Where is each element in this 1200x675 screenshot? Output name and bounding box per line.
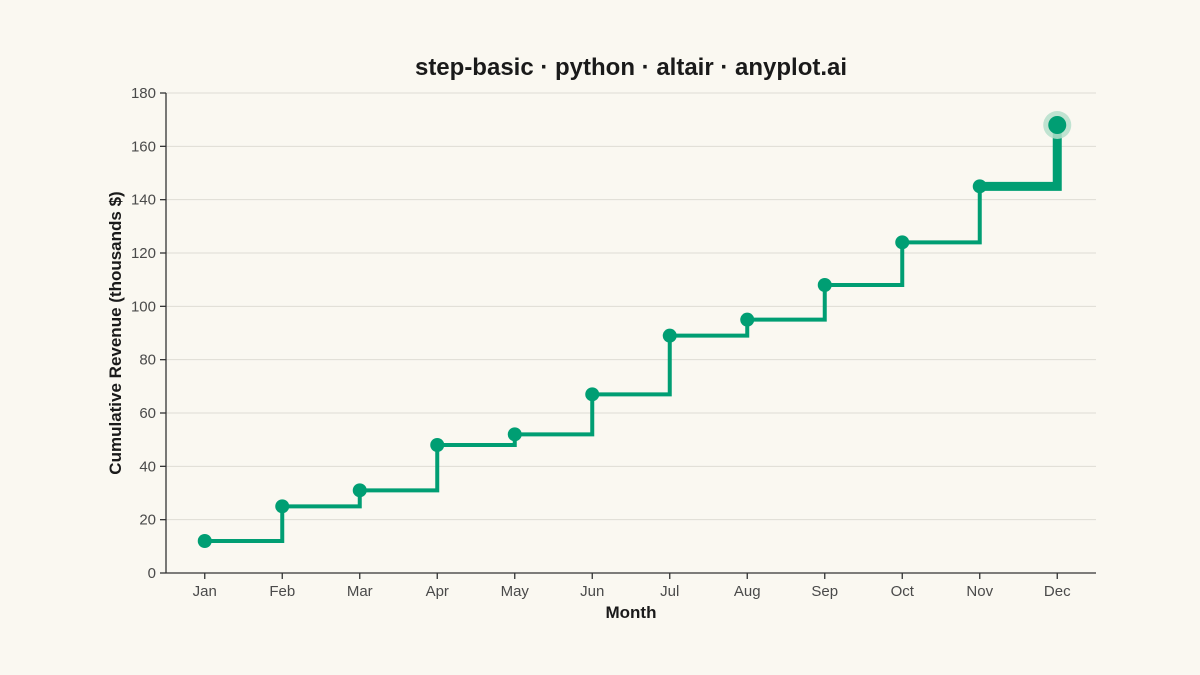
x-tick-label: Feb	[269, 583, 295, 600]
chart-title: step-basic · python · altair · anyplot.a…	[415, 54, 847, 81]
y-tick-label: 60	[139, 405, 156, 422]
data-point-dec	[1048, 116, 1067, 134]
data-point-jan	[197, 534, 212, 548]
x-tick-label: Mar	[347, 583, 373, 600]
x-tick-label: Dec	[1044, 583, 1071, 600]
series-cumulative-revenue	[197, 111, 1072, 548]
x-tick-label: Nov	[966, 583, 993, 600]
y-axis-title: Cumulative Revenue (thousands $)	[106, 191, 125, 474]
data-point-jul	[662, 328, 677, 343]
y-tick-label: 120	[131, 245, 156, 262]
x-axis-ticks: Jan Feb Mar Apr May Jun Jul Aug Sep Oct Nov Dec	[193, 573, 1071, 600]
y-tick-label: 180	[131, 85, 156, 102]
y-tick-label: 0	[148, 565, 156, 582]
x-tick-label: Sep	[811, 583, 838, 600]
data-point-jun	[585, 387, 600, 402]
y-tick-label: 80	[139, 352, 156, 369]
data-point-nov	[972, 179, 987, 194]
x-tick-label: Oct	[891, 583, 915, 600]
gridlines	[166, 92, 1096, 521]
x-tick-label: Jan	[193, 583, 217, 600]
x-tick-label: May	[501, 583, 530, 600]
data-point-feb	[275, 499, 290, 514]
y-tick-label: 20	[139, 512, 156, 529]
data-point-aug	[740, 312, 755, 327]
data-point-may	[507, 427, 522, 442]
y-tick-label: 40	[139, 458, 156, 475]
step-line-final-segment	[979, 125, 1062, 191]
x-tick-label: Jul	[660, 583, 679, 600]
y-tick-label: 100	[131, 298, 156, 315]
x-tick-label: Aug	[734, 583, 761, 600]
y-tick-label: 140	[131, 192, 156, 209]
y-axis-ticks: 0 20 40 60 80 100 120 140 160 180	[131, 85, 166, 582]
x-tick-label: Apr	[426, 583, 449, 600]
data-point-mar	[352, 483, 367, 498]
step-line	[204, 125, 1060, 543]
y-tick-label: 160	[131, 138, 156, 155]
x-tick-label: Jun	[580, 583, 604, 600]
x-axis-title: Month	[606, 603, 657, 622]
data-point-sep	[817, 278, 832, 292]
data-point-apr	[430, 438, 445, 452]
data-point-oct	[895, 235, 910, 250]
axes	[165, 93, 1096, 574]
